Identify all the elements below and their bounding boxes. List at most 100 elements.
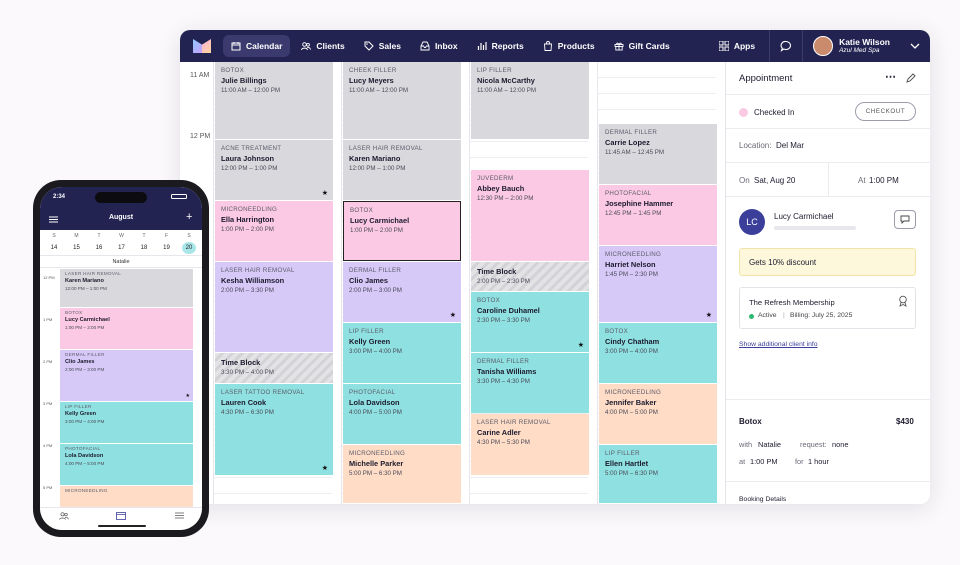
at-label: at bbox=[739, 457, 746, 466]
appointment-card[interactable]: DERMAL FILLER Carrie Lopez 11:45 AM – 12:4… bbox=[599, 124, 717, 184]
date-cell[interactable]: 18 bbox=[140, 245, 148, 251]
brand-logo-icon[interactable] bbox=[193, 39, 211, 53]
appointment-card[interactable]: JUVEDERM Abbey Bauch 12:30 PM – 2:00 PM bbox=[471, 170, 589, 261]
appointment-card[interactable]: BOTOX Cindy Chatham 3:00 PM – 4:00 PM bbox=[599, 323, 717, 383]
request-label: request: bbox=[800, 440, 827, 449]
time-label: 2 PM bbox=[43, 359, 53, 364]
appointment-client: Kesha Williamson bbox=[221, 276, 285, 285]
nav-reports[interactable]: Reports bbox=[469, 35, 532, 57]
filter-icon[interactable] bbox=[49, 216, 58, 223]
edit-pencil-icon[interactable] bbox=[906, 73, 916, 83]
top-nav-bar: Calendar Clients Sales Inbox Reports Products… bbox=[180, 30, 930, 62]
date-cell[interactable]: 14 bbox=[50, 245, 58, 251]
staff-column[interactable]: BOTOX Julie Billings 11:00 AM – 12:00 PM AC… bbox=[213, 62, 333, 504]
appointment-card[interactable]: BOTOX Julie Billings 11:00 AM – 12:00 PM bbox=[215, 62, 333, 139]
date-cell[interactable]: 17 bbox=[118, 245, 125, 251]
appointment-time: 12:00 PM – 1:00 PM bbox=[221, 165, 278, 172]
appointment-time: 2:30 PM – 3:30 PM bbox=[477, 317, 530, 324]
appointment-service: BOTOX bbox=[477, 297, 501, 304]
nav-sales[interactable]: Sales bbox=[356, 35, 409, 57]
location-value: Del Mar bbox=[776, 141, 805, 150]
time-value[interactable]: 1:00 PM bbox=[869, 176, 899, 185]
divider bbox=[769, 30, 771, 62]
time-label: 3 PM bbox=[43, 401, 53, 406]
appointment-card[interactable]: DERMAL FILLER Clio James 2:00 PM – 3:00 PM… bbox=[60, 350, 193, 401]
panel-title: Appointment bbox=[739, 73, 793, 84]
appointment-service: MICRONEEDLING bbox=[349, 450, 406, 457]
appointment-service: LASER HAIR REMOVAL bbox=[349, 145, 423, 152]
apps-label: Apps bbox=[733, 41, 756, 51]
appointment-card[interactable]: LASER HAIR REMOVAL Kesha Williamson 2:00 P… bbox=[215, 262, 333, 352]
time-block[interactable]: Time Block 3:30 PM – 4:00 PM bbox=[215, 353, 333, 383]
nav-label: Sales bbox=[378, 41, 401, 51]
service-section[interactable]: Botox $430 with Natalie request: none at… bbox=[726, 400, 930, 482]
appointment-card[interactable]: MICRONEEDLING Harriet Nelson 1:45 PM – 2:3… bbox=[599, 246, 717, 322]
date-selected[interactable]: 20 bbox=[182, 242, 196, 254]
appointment-card[interactable]: ACNE TREATMENT Laura Johnson 12:00 PM – 1:… bbox=[215, 140, 333, 200]
month-label[interactable]: August bbox=[108, 214, 134, 221]
appointment-card[interactable]: PHOTOFACIAL Lola Davidson 4:00 PM – 5:00 P… bbox=[60, 444, 193, 485]
appointment-card[interactable]: PHOTOFACIAL Lola Davidson 4:00 PM – 5:00 P… bbox=[343, 384, 461, 444]
appointment-card[interactable]: LASER HAIR REMOVAL Carine Adler 4:30 PM – … bbox=[471, 414, 589, 475]
appointment-time: 2:00 PM – 3:30 PM bbox=[221, 287, 274, 294]
star-icon: ★ bbox=[577, 342, 584, 349]
staff-label[interactable]: Natalie bbox=[40, 256, 202, 268]
datetime-row: On Sat, Aug 20 At 1:00 PM bbox=[726, 163, 930, 197]
star-icon: ★ bbox=[185, 393, 190, 399]
weekday-label: F bbox=[164, 233, 169, 239]
nav-products[interactable]: Products bbox=[535, 35, 603, 57]
show-client-info-link[interactable]: Show additional client info bbox=[739, 341, 818, 348]
appointment-card[interactable]: BOTOX Lucy Carmichael 1:00 PM – 2:00 PM bbox=[60, 308, 193, 349]
location-row[interactable]: Location: Del Mar bbox=[726, 129, 930, 163]
appointment-client: Time Block bbox=[477, 267, 517, 276]
client-name[interactable]: Lucy Carmichael bbox=[774, 212, 834, 221]
date-cell[interactable]: 16 bbox=[95, 245, 103, 251]
staff-column[interactable]: LIP FILLER Nicola McCarthy 11:00 AM – 12:0… bbox=[469, 62, 589, 504]
more-options-icon[interactable]: ⋯ bbox=[885, 71, 896, 83]
nav-calendar[interactable]: Calendar bbox=[223, 35, 291, 57]
appointment-card[interactable]: MICRONEEDLING Michelle Parker 5:00 PM – 6:… bbox=[343, 445, 461, 503]
membership-card[interactable]: The Refresh Membership Active | Billing:… bbox=[739, 287, 916, 329]
appointment-card[interactable]: BOTOX Caroline Duhamel 2:30 PM – 3:30 PM ★ bbox=[471, 292, 589, 352]
nav-clients[interactable]: Clients bbox=[293, 35, 352, 57]
phone-tab-bar bbox=[40, 507, 202, 530]
appointment-card[interactable]: LASER TATTOO REMOVAL Lauren Cook 4:30 PM –… bbox=[215, 384, 333, 475]
staff-column[interactable]: CHEEK FILLER Lucy Meyers 11:00 AM – 12:00 … bbox=[341, 62, 461, 504]
user-menu[interactable]: Katie Wilson Azul Med Spa bbox=[803, 36, 930, 56]
appointment-service: LIP FILLER bbox=[349, 328, 384, 335]
appointment-card[interactable]: LIP FILLER Kelly Green 3:00 PM – 4:00 PM bbox=[343, 323, 461, 383]
chat-button[interactable] bbox=[770, 30, 802, 62]
date-cell[interactable]: 15 bbox=[73, 245, 80, 251]
appointment-card[interactable]: LIP FILLER Ellen Hartlet 5:00 PM – 6:30 PM bbox=[599, 445, 717, 503]
add-icon[interactable]: + bbox=[186, 211, 193, 223]
message-client-button[interactable] bbox=[894, 210, 916, 229]
appointment-card[interactable]: PHOTOFACIAL Josephine Hammer 12:45 PM – 1:… bbox=[599, 185, 717, 245]
appointment-card[interactable]: MICRONEEDLING Ella Harrington 1:00 PM – 2:… bbox=[215, 201, 333, 261]
appointment-card[interactable]: CHEEK FILLER Lucy Meyers 11:00 AM – 12:00 … bbox=[343, 62, 461, 139]
nav-gift-cards[interactable]: Gift Cards bbox=[606, 35, 678, 57]
time-block[interactable]: Time Block 2:00 PM – 2:30 PM bbox=[471, 262, 589, 291]
date-cell[interactable]: 19 bbox=[163, 245, 170, 251]
date-label: On bbox=[739, 176, 750, 185]
appointment-card[interactable]: DERMAL FILLER Tanisha Williams 3:30 PM – 4… bbox=[471, 353, 589, 413]
appointment-card[interactable]: MICRONEEDLING Jennifer Baker 4:00 PM – 5:0… bbox=[599, 384, 717, 444]
appointment-card[interactable]: MICRONEEDLING bbox=[60, 486, 193, 507]
staff-column[interactable]: DERMAL FILLER Carrie Lopez 11:45 AM – 12:4… bbox=[597, 62, 717, 504]
star-icon: ★ bbox=[321, 465, 328, 472]
appointment-client: Julie Billings bbox=[221, 76, 267, 85]
appointment-card[interactable]: LASER HAIR REMOVAL Karen Mariano 12:00 PM … bbox=[60, 269, 193, 307]
appointment-card[interactable]: DERMAL FILLER Clio James 2:00 PM – 3:00 PM… bbox=[343, 262, 461, 322]
appointment-card[interactable]: BOTOX Lucy Carmichael 1:00 PM – 2:00 PM bbox=[343, 201, 461, 261]
appointment-card[interactable]: LIP FILLER Nicola McCarthy 11:00 AM – 12:0… bbox=[471, 62, 589, 139]
nav-label: Calendar bbox=[246, 41, 283, 51]
appointment-card[interactable]: LASER HAIR REMOVAL Karen Mariano 12:00 PM … bbox=[343, 140, 461, 200]
menu-icon[interactable] bbox=[175, 512, 184, 519]
apps-button[interactable]: Apps bbox=[711, 35, 763, 57]
appointment-card[interactable]: LIP FILLER Kelly Green 3:00 PM – 4:00 PM bbox=[60, 402, 193, 443]
clients-tab-icon[interactable] bbox=[59, 512, 69, 520]
date-value[interactable]: Sat, Aug 20 bbox=[754, 176, 796, 185]
nav-inbox[interactable]: Inbox bbox=[412, 35, 466, 57]
phone-header: 2:34 August + bbox=[40, 187, 202, 230]
calendar-tab-icon[interactable] bbox=[116, 511, 126, 520]
checkout-button[interactable]: CHECKOUT bbox=[855, 102, 916, 121]
